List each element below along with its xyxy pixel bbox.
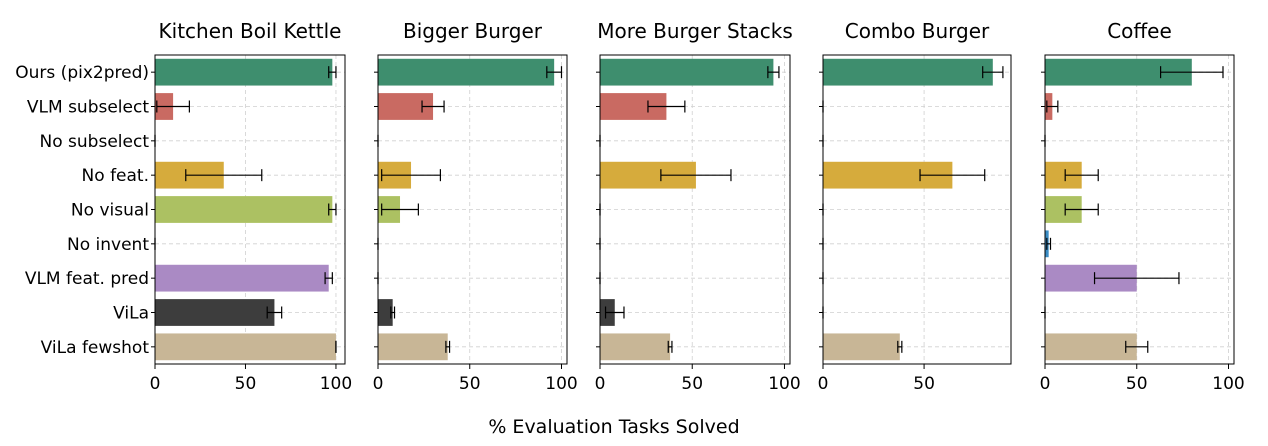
error-bar: [1064, 203, 1099, 216]
error-bar: [546, 66, 563, 79]
error-bar: [767, 66, 780, 79]
panel: 0 50 100 Coffee: [1040, 19, 1245, 394]
bar: [155, 333, 336, 361]
x-tick-label: 0: [1040, 374, 1051, 394]
error-bar: [324, 272, 333, 285]
error-bar: [604, 306, 625, 319]
error-bar: [1064, 169, 1099, 182]
bar: [155, 196, 333, 223]
bar: [155, 299, 275, 326]
error-bar: [919, 169, 986, 182]
panel-title: Kitchen Boil Kettle: [159, 19, 342, 43]
error-bar: [328, 203, 337, 216]
error-bar: [647, 100, 686, 113]
category-label: No visual: [71, 201, 149, 221]
bar: [155, 264, 329, 292]
error-bar: [1125, 340, 1149, 353]
error-bar: [897, 340, 903, 353]
error-bar: [667, 340, 673, 353]
bar: [823, 333, 900, 361]
chart-panels: 0 50 100 Kitchen Boil Kettle 0 50 100 Bigger Bu…: [150, 19, 1245, 394]
error-bar: [1046, 237, 1052, 250]
panel-title: Coffee: [1107, 19, 1172, 43]
bar: [823, 58, 993, 86]
error-bar: [421, 100, 445, 113]
error-bar: [445, 340, 451, 353]
error-bar: [660, 169, 732, 182]
x-tick-label: 0: [150, 374, 161, 394]
panel: 0 50 100 Kitchen Boil Kettle: [150, 19, 353, 394]
panel: 0 50 Combo Burger: [818, 19, 1012, 394]
bar: [600, 58, 774, 86]
x-tick-label: 50: [235, 374, 257, 394]
x-tick-label: 100: [768, 374, 800, 394]
panel: 0 50 100 Bigger Burger: [373, 19, 578, 394]
panel-title: Combo Burger: [845, 19, 990, 43]
category-label: VLM feat. pred: [25, 269, 149, 289]
x-tick-label: 0: [595, 374, 606, 394]
x-tick-label: 0: [818, 374, 829, 394]
panel-title: More Burger Stacks: [597, 19, 793, 43]
bar: [600, 333, 671, 361]
error-bar: [381, 203, 419, 216]
error-bar: [390, 306, 396, 319]
category-label: ViLa fewshot: [41, 338, 150, 358]
error-bar: [156, 100, 190, 113]
category-label: ViLa: [113, 304, 149, 324]
category-label: No subselect: [40, 132, 150, 152]
x-tick-label: 100: [320, 374, 352, 394]
bar: [378, 299, 393, 326]
x-tick-label: 50: [1126, 374, 1148, 394]
category-label: VLM subselect: [27, 98, 149, 118]
panel-title: Bigger Burger: [403, 19, 543, 43]
error-bar: [1160, 66, 1224, 79]
x-tick-label: 100: [545, 374, 577, 394]
category-label: No invent: [67, 235, 149, 255]
bar: [378, 333, 448, 361]
error-bar: [1046, 100, 1059, 113]
error-bar: [1093, 272, 1180, 285]
error-bar: [185, 169, 263, 182]
category-label: Ours (pix2pred): [15, 63, 149, 83]
error-bar: [381, 169, 441, 182]
category-labels: Ours (pix2pred) VLM subselect No subselect…: [15, 63, 149, 358]
panel: 0 50 100 More Burger Stacks: [595, 19, 801, 394]
error-bar: [328, 66, 337, 79]
category-label: No feat.: [82, 166, 149, 186]
x-axis-label: % Evaluation Tasks Solved: [488, 416, 739, 438]
error-bar: [266, 306, 283, 319]
error-bar: [982, 66, 1004, 79]
x-tick-label: 50: [459, 374, 481, 394]
bar: [155, 58, 333, 86]
bar: [378, 58, 555, 86]
bar: [1045, 333, 1137, 361]
x-tick-label: 50: [913, 374, 935, 394]
x-tick-label: 50: [681, 374, 703, 394]
x-tick-label: 100: [1212, 374, 1244, 394]
x-tick-label: 0: [373, 374, 384, 394]
